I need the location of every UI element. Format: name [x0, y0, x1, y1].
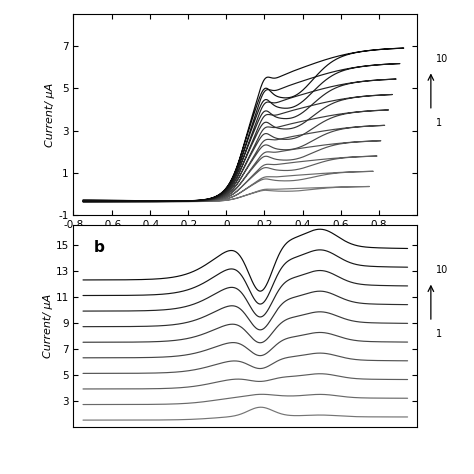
Text: 10: 10: [436, 54, 448, 64]
Text: b: b: [94, 239, 105, 255]
Y-axis label: Current/ μA: Current/ μA: [43, 294, 53, 358]
Text: 1: 1: [436, 118, 442, 128]
Text: 1: 1: [436, 329, 442, 339]
Y-axis label: Current/ μA: Current/ μA: [46, 82, 55, 147]
Text: 10: 10: [436, 264, 448, 275]
X-axis label: Potential/ V vs. Ag/AgCl: Potential/ V vs. Ag/AgCl: [167, 235, 324, 247]
